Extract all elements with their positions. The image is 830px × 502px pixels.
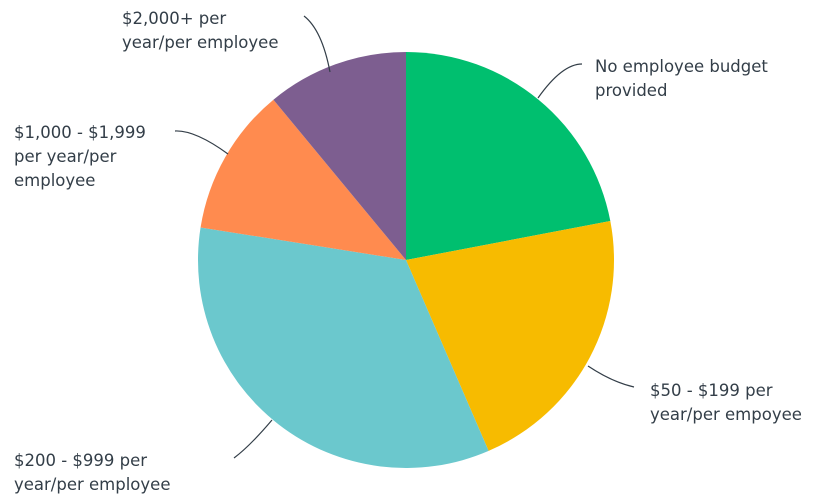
slice-label-line: No employee budget [595,57,768,76]
slice-label-line: year/per employee [14,475,170,494]
slice-labels: No employee budget provided $50 - $199 per… [14,9,802,494]
slice-label-line: $2,000+ per [122,9,226,28]
pie-slice-5 [273,52,406,260]
slice-label-line: year/per empoyee [650,405,802,424]
pie-slice-1 [406,52,611,260]
slice-label-4: $1,000 - $1,999 per year/per employee [14,123,146,190]
slice-label-line: year/per employee [122,33,278,52]
leader-line-4 [174,130,229,155]
slice-label-3: $200 - $999 per year/per employee [14,451,170,494]
leader-lines [174,15,635,459]
slice-label-1: No employee budget provided [595,57,768,100]
pie-slice-4 [200,99,406,260]
leader-line-2 [587,365,635,388]
leader-line-3 [233,419,273,459]
pie-slice-3 [197,227,489,468]
slice-label-5: $2,000+ per year/per employee [122,9,278,52]
leader-line-1 [537,63,583,99]
leader-line-5 [303,15,331,73]
slice-label-line: $200 - $999 per [14,451,147,470]
slice-label-line: per year/per [14,147,117,166]
slice-label-line: $50 - $199 per [650,381,773,400]
slice-label-2: $50 - $199 per year/per empoyee [650,381,802,424]
slice-label-line: provided [595,81,667,100]
slice-label-line: $1,000 - $1,999 [14,123,146,142]
pie-slices [197,52,615,468]
pie-slice-2 [406,221,615,451]
slice-label-line: employee [14,171,95,190]
